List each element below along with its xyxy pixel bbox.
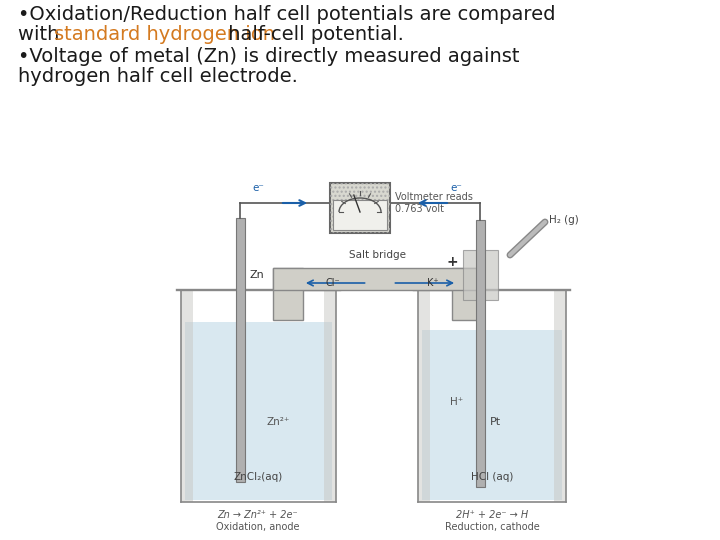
Text: Voltmeter reads
0.763 volt: Voltmeter reads 0.763 volt <box>395 192 473 214</box>
Text: Reduction, cathode: Reduction, cathode <box>445 522 539 532</box>
Bar <box>235 218 245 482</box>
Bar <box>452 268 482 320</box>
Text: hydrogen half cell electrode.: hydrogen half cell electrode. <box>18 67 298 86</box>
FancyBboxPatch shape <box>333 200 387 230</box>
Text: H⁺: H⁺ <box>451 397 464 407</box>
Text: half-cell potential.: half-cell potential. <box>222 25 404 44</box>
Text: ZnCl₂(aq): ZnCl₂(aq) <box>233 472 283 482</box>
Text: •Voltage of metal (Zn) is directly measured against: •Voltage of metal (Zn) is directly measu… <box>18 47 520 66</box>
Text: 2H⁺ + 2e⁻ → H: 2H⁺ + 2e⁻ → H <box>456 510 528 520</box>
Text: with: with <box>18 25 66 44</box>
Text: Zn → Zn²⁺ + 2e⁻: Zn → Zn²⁺ + 2e⁻ <box>217 510 298 520</box>
Bar <box>475 220 485 487</box>
Text: HCl (aq): HCl (aq) <box>471 472 513 482</box>
Bar <box>554 290 566 502</box>
Bar <box>422 330 562 500</box>
Bar <box>323 290 336 502</box>
Text: K⁺: K⁺ <box>427 278 438 288</box>
Text: standard hydrogen ion: standard hydrogen ion <box>54 25 275 44</box>
Text: Cl⁻: Cl⁻ <box>325 278 341 288</box>
Bar <box>462 250 498 300</box>
Text: Zn: Zn <box>250 270 265 280</box>
Text: Oxidation, anode: Oxidation, anode <box>216 522 300 532</box>
FancyBboxPatch shape <box>330 183 390 233</box>
Text: •Oxidation/Reduction half cell potentials are compared: •Oxidation/Reduction half cell potential… <box>18 5 556 24</box>
Text: e⁻: e⁻ <box>450 183 462 193</box>
Bar <box>273 268 482 290</box>
Bar <box>418 290 430 502</box>
Bar <box>273 268 303 320</box>
Bar <box>184 322 331 500</box>
Text: +: + <box>446 255 458 269</box>
Text: Zn²⁺: Zn²⁺ <box>266 417 289 427</box>
Text: H₂ (g): H₂ (g) <box>549 215 579 225</box>
Text: Pt: Pt <box>490 417 501 427</box>
Bar <box>181 290 192 502</box>
Text: e⁻: e⁻ <box>252 183 264 193</box>
Text: Salt bridge: Salt bridge <box>349 250 406 260</box>
